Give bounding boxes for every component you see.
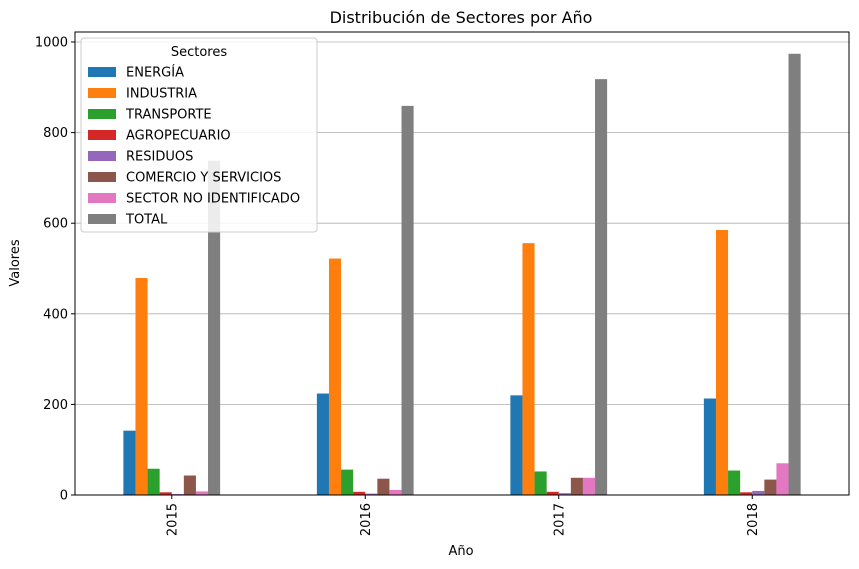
legend-title: Sectores	[171, 45, 228, 60]
bar	[703, 398, 716, 495]
bar	[365, 493, 378, 495]
legend-box	[80, 37, 318, 233]
bar	[389, 490, 402, 495]
bar	[147, 468, 160, 495]
bar	[353, 491, 366, 495]
y-axis-title: Valores	[8, 239, 23, 286]
bar	[183, 475, 196, 495]
bar	[582, 477, 596, 495]
bar	[316, 393, 329, 495]
legend-label: TOTAL	[125, 213, 168, 228]
bar	[788, 53, 801, 495]
y-tick-label: 800	[43, 126, 68, 141]
bar	[401, 105, 414, 496]
y-tick-label: 200	[43, 398, 68, 413]
y-tick-label: 600	[43, 217, 68, 232]
bar	[534, 471, 547, 495]
legend: Sectores ENERGÍA INDUSTRIA TRANSPORTE AGROP…	[80, 37, 318, 233]
bar	[195, 491, 209, 495]
legend-label: RESIDUOS	[126, 150, 193, 165]
chart-title: Distribución de Sectores por Año	[330, 8, 593, 27]
legend-swatch	[88, 214, 116, 224]
y-tick-label: 0	[60, 489, 68, 504]
bar	[595, 79, 608, 495]
legend-swatch	[88, 130, 116, 140]
plot-frame	[74, 31, 850, 496]
bar	[208, 160, 221, 495]
legend-label: ENERGÍA	[126, 65, 184, 81]
bar	[123, 430, 136, 495]
x-tick-label: 2017	[552, 503, 567, 536]
bar	[522, 243, 535, 495]
bar	[776, 463, 789, 495]
legend-label: INDUSTRIA	[126, 87, 197, 102]
y-tick-label: 1000	[35, 36, 68, 51]
bar	[377, 478, 390, 495]
x-tick-label: 2018	[746, 503, 761, 536]
bars	[123, 53, 801, 496]
bar	[510, 395, 523, 495]
x-tick-label: 2016	[359, 503, 374, 536]
bar	[159, 492, 172, 495]
legend-swatch	[88, 193, 116, 203]
y-axis: 0 200 400 600 800 1000	[35, 36, 75, 504]
bar	[715, 229, 729, 495]
bar	[341, 469, 354, 495]
legend-swatch	[88, 109, 116, 119]
bar	[752, 490, 765, 495]
bar	[764, 479, 777, 495]
legend-label: SECTOR NO IDENTIFICADO	[126, 192, 300, 207]
legend-label: AGROPECUARIO	[126, 129, 231, 144]
legend-swatch	[88, 67, 116, 77]
bar	[328, 258, 342, 495]
legend-swatch	[88, 172, 116, 182]
bar	[558, 493, 571, 495]
bar	[546, 491, 559, 495]
bar	[740, 492, 753, 495]
legend-label: TRANSPORTE	[125, 108, 212, 123]
bar	[728, 470, 741, 495]
legend-swatch	[88, 151, 116, 161]
bar	[570, 477, 583, 495]
x-axis-title: Año	[448, 544, 473, 559]
bar	[135, 278, 148, 495]
legend-label: COMERCIO Y SERVICIOS	[126, 171, 281, 186]
legend-swatch	[88, 88, 116, 98]
x-axis: 2015 2016 2017 2018	[165, 495, 761, 536]
x-tick-label: 2015	[165, 503, 180, 536]
y-tick-label: 400	[43, 307, 68, 322]
